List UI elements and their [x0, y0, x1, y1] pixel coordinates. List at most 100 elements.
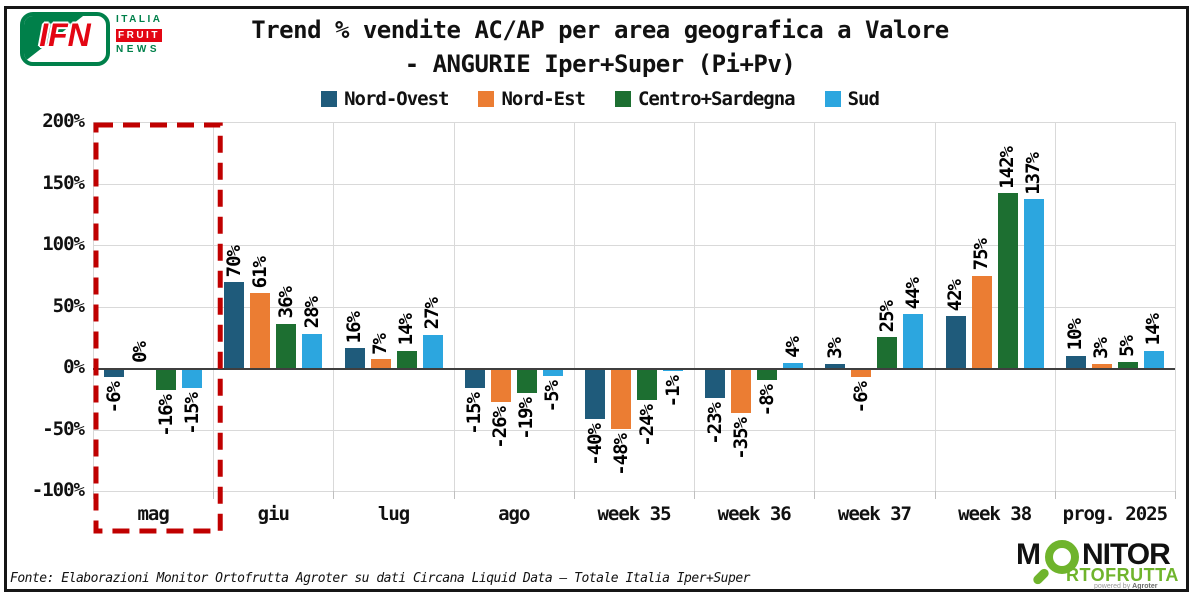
bar-value-label: 10%: [1064, 319, 1087, 351]
y-tick-label: 100%: [42, 233, 85, 255]
bar: [877, 337, 898, 368]
bar: [182, 370, 203, 389]
legend-item-label: Nord-Ovest: [344, 88, 449, 110]
bar-value-label: -35%: [729, 418, 752, 460]
legend-item-label: Centro+Sardegna: [637, 88, 796, 110]
gridline-vertical: [213, 122, 215, 491]
y-tick-label: -50%: [42, 417, 85, 440]
bar-value-label: 44%: [901, 277, 924, 309]
powered-by-text: powered by: [1094, 583, 1131, 590]
chart-title: Trend % vendite AC/AP per area geografic…: [251, 16, 949, 44]
bar: [250, 292, 271, 368]
gridline-vertical: [814, 122, 816, 491]
bar: [971, 275, 992, 368]
y-tick-label: 50%: [52, 294, 85, 317]
bar: [945, 316, 966, 368]
legend-swatch-icon: [478, 91, 495, 107]
legend-item: Nord-Ovest: [321, 88, 449, 110]
gridline-horizontal: [93, 183, 1175, 185]
bar-value-label: 5%: [1116, 335, 1139, 357]
x-category-label: week 38: [958, 503, 1032, 525]
monitor-ortofrutta-logo: M NITOR RTOFRUTTA powered by Agroter: [1016, 538, 1191, 592]
x-axis-tick: [814, 491, 816, 499]
x-category-label: ago: [498, 503, 530, 525]
bar-value-label: -23%: [703, 403, 726, 446]
monitor-logo-ortofrutta: RTOFRUTTA: [1066, 565, 1179, 585]
bar-value-label: 137%: [1022, 152, 1045, 195]
gridline-horizontal: [93, 491, 1175, 492]
bar-value-label: -1%: [661, 376, 684, 408]
bar-value-label: 0%: [128, 342, 151, 363]
bar-value-label: 14%: [1142, 314, 1165, 346]
x-axis-tick: [573, 491, 575, 499]
legend: Nord-Ovest Nord-Est Centro+Sardegna Sud: [0, 88, 1200, 110]
x-axis-tick: [93, 491, 94, 499]
bar: [637, 370, 657, 400]
bar: [997, 193, 1018, 368]
x-category-label: week 35: [597, 503, 671, 525]
x-category-label: week 36: [717, 503, 792, 525]
bar-value-label: 27%: [421, 298, 444, 330]
ifn-logo-wordmark: ITALIA FRUIT NEWS: [116, 14, 162, 55]
bar: [1091, 364, 1112, 368]
bar: [1143, 350, 1164, 368]
x-category-label: prog. 2025: [1062, 503, 1168, 525]
bar-value-label: -6%: [102, 382, 125, 414]
x-category-label: week 37: [837, 503, 912, 525]
bar: [1117, 361, 1138, 368]
bar-value-label: 3%: [823, 338, 846, 360]
gridline-horizontal: [93, 306, 1175, 308]
bar: [370, 359, 391, 368]
bar: [611, 370, 631, 430]
bar: [156, 370, 177, 390]
legend-item: Centro+Sardegna: [614, 88, 796, 110]
bar-value-label: -48%: [609, 434, 632, 476]
source-note: Fonte: Elaborazioni Monitor Ortofrutta A…: [10, 571, 751, 586]
x-axis-zero-line: [93, 368, 1175, 370]
gridline-vertical: [93, 122, 94, 491]
gridline-vertical: [934, 122, 936, 491]
gridline-vertical: [694, 122, 696, 491]
y-axis: 200% 150% 100% 50% 0% -50% -100%: [0, 110, 85, 501]
legend-item-label: Sud: [847, 88, 880, 110]
x-axis-tick: [453, 491, 455, 499]
gridline-horizontal: [93, 429, 1175, 431]
bar-value-label: -5%: [541, 381, 564, 413]
legend-item: Nord-Est: [478, 88, 586, 110]
agroter-text: Agroter: [1132, 583, 1158, 590]
bar-value-label: -24%: [635, 404, 658, 447]
bar-value-label: -6%: [849, 382, 872, 414]
bar-value-label: 7%: [369, 333, 392, 355]
bar-value-label: 42%: [944, 280, 967, 312]
bar: [825, 364, 846, 368]
monitor-logo-m: M: [1016, 538, 1041, 571]
ifn-word-italia: ITALIA: [116, 14, 163, 25]
bar-value-label: 28%: [300, 297, 323, 329]
chart-subtitle: - ANGURIE Iper+Super (Pi+Pv): [404, 50, 796, 78]
bar: [302, 333, 323, 368]
bar-value-label: -8%: [755, 384, 778, 417]
bar-value-label: 61%: [248, 256, 271, 288]
bar: [396, 350, 417, 368]
gridline-vertical: [333, 122, 335, 491]
ifn-logo: IFN ITALIA FRUIT NEWS: [20, 12, 170, 66]
gridline-vertical: [453, 122, 455, 491]
ifn-logo-box: IFN: [20, 12, 110, 66]
bar: [422, 334, 443, 368]
bar-value-label: 75%: [970, 239, 993, 271]
bar-value-label: 70%: [222, 245, 245, 277]
bar: [731, 370, 752, 414]
bar: [783, 363, 804, 368]
magnifier-icon: [1045, 540, 1079, 574]
legend-item-label: Nord-Est: [501, 88, 586, 110]
ifn-logo-abbr: IFN: [39, 17, 91, 53]
legend-swatch-icon: [824, 91, 841, 107]
bar: [903, 313, 924, 368]
x-axis-tick: [1175, 491, 1176, 499]
x-category-label: lug: [377, 503, 410, 525]
y-tick-label: 0%: [63, 356, 85, 378]
bar-value-label: 25%: [875, 300, 898, 333]
monitor-logo-powered: powered by Agroter: [1094, 583, 1157, 590]
x-axis-tick: [333, 491, 335, 499]
bar: [542, 370, 563, 377]
